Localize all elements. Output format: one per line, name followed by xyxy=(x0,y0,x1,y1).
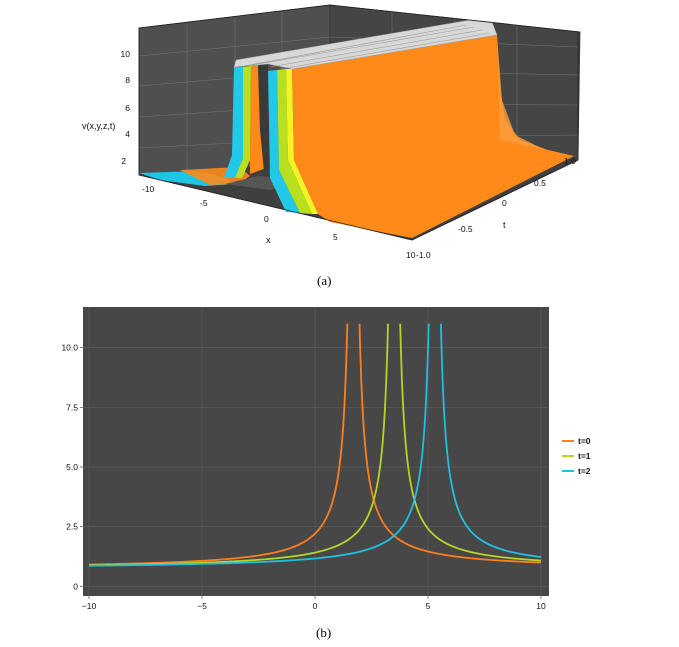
x-tick-label: -5 xyxy=(200,198,208,208)
y-axis-ticks: 0 2.5 5.0 7.5 10.0 xyxy=(61,343,83,591)
z-tick-label: 4 xyxy=(125,129,130,139)
legend-label: t=1 xyxy=(578,451,591,461)
series-line-t-2 xyxy=(88,323,430,567)
box-edges xyxy=(138,4,581,241)
t-tick-label: 0 xyxy=(502,198,507,208)
ridge-gap xyxy=(258,64,270,172)
panel-b-line-chart: −10 −5 0 5 10 0 2.5 5.0 7.5 10.0 t=0 t=1 t=2 xyxy=(61,307,591,611)
x-tick-label: 10 xyxy=(406,250,416,260)
legend-label: t=0 xyxy=(578,436,591,446)
z-tick-label: 10 xyxy=(121,49,131,59)
series-line-t-0 xyxy=(88,323,349,566)
plateau-stripes xyxy=(243,24,491,70)
z-tick-label: 8 xyxy=(125,75,130,85)
z-axis-label-3d: v(x,y,z,t) xyxy=(82,121,115,131)
series-lines xyxy=(88,323,542,567)
legend: t=0 t=1 t=2 xyxy=(562,436,591,476)
y-tick-label: 5.0 xyxy=(66,462,78,472)
x-tick-label: 10 xyxy=(536,601,546,611)
y-tick-label: 2.5 xyxy=(66,522,78,532)
x-axis-ticks-3d: -10 -5 0 5 10 xyxy=(142,184,416,260)
ridge-front-green xyxy=(277,69,312,214)
series-line-t-0 xyxy=(358,323,542,564)
series-line-t-2 xyxy=(439,323,542,558)
t-axis-label-3d: t xyxy=(503,220,506,230)
y-tick-label: 10.0 xyxy=(61,343,78,353)
t-tick-label: -1.0 xyxy=(416,250,431,260)
z-axis-ticks-3d: 2 4 6 8 10 xyxy=(121,49,131,166)
x-tick-label: -10 xyxy=(142,184,155,194)
panel-a-3d-plot: -10 -5 0 5 10 x -1.0 -0.5 0 0.5 1.0 t 2 … xyxy=(82,4,581,260)
x-tick-label: −10 xyxy=(82,601,97,611)
x-axis-ticks: −10 −5 0 5 10 xyxy=(82,596,546,611)
z-tick-label: 6 xyxy=(125,103,130,113)
caption-a: (a) xyxy=(317,273,332,288)
t-tick-label: -0.5 xyxy=(458,224,473,234)
y-tick-label: 0 xyxy=(73,581,78,591)
plot-background xyxy=(83,307,549,596)
ridge-left-cyan xyxy=(224,67,243,178)
t-tick-label: 0.5 xyxy=(534,178,546,188)
x-tick-label: 5 xyxy=(333,232,338,242)
series-line-t-1 xyxy=(399,323,542,562)
ridge-front-yellow xyxy=(286,69,318,214)
t-axis-ticks-3d: -1.0 -0.5 0 0.5 1.0 xyxy=(416,156,576,260)
t-tick-label: 1.0 xyxy=(564,156,576,166)
caption-b: (b) xyxy=(316,625,332,640)
x-tick-label: 5 xyxy=(426,601,431,611)
plot-grid xyxy=(83,307,549,596)
y-tick-label: 7.5 xyxy=(66,402,78,412)
ridge-left-green xyxy=(235,66,251,178)
z-tick-label: 2 xyxy=(121,156,126,166)
x-tick-label: −5 xyxy=(197,601,207,611)
x-tick-label: 0 xyxy=(313,601,318,611)
x-axis-label-3d: x xyxy=(266,235,271,245)
ridge-front-cyan xyxy=(268,70,300,213)
legend-label: t=2 xyxy=(578,466,591,476)
surface-main-orange xyxy=(292,35,574,238)
x-tick-label: 0 xyxy=(264,214,269,224)
